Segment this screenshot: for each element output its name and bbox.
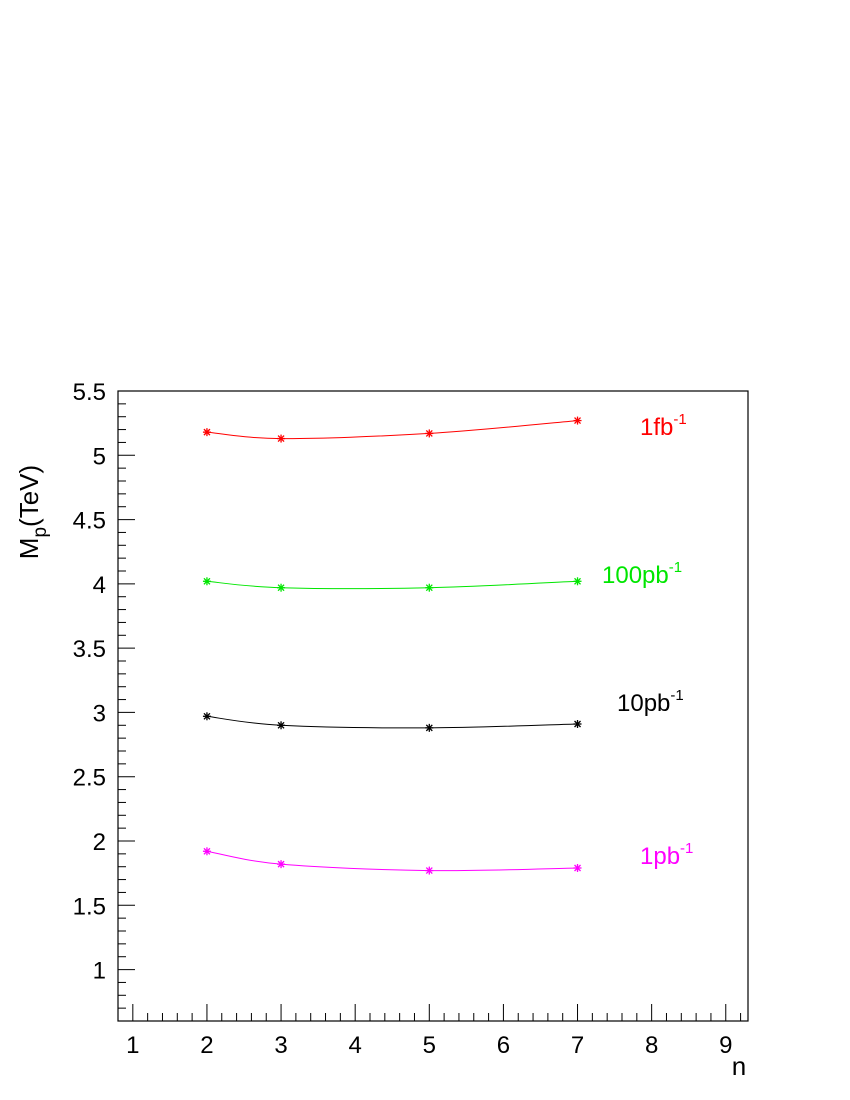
series-point bbox=[573, 577, 582, 586]
series-line bbox=[206, 715, 578, 729]
series-label-exponent: -1 bbox=[669, 559, 682, 576]
series-label-name: 1pb bbox=[640, 843, 680, 870]
series-label-exponent: -1 bbox=[673, 411, 686, 428]
series-point bbox=[202, 577, 211, 586]
point-stroke bbox=[203, 428, 211, 436]
point-stroke bbox=[425, 867, 433, 875]
x-tick-label: 5 bbox=[423, 1032, 436, 1059]
series-line bbox=[206, 420, 578, 440]
series-point bbox=[425, 583, 434, 592]
series-label: 1pb-1 bbox=[640, 840, 693, 870]
y-axis-title-subscript: p bbox=[30, 527, 51, 538]
y-axis-title-unit: (TeV) bbox=[14, 465, 44, 527]
y-tick-label: 5.5 bbox=[73, 379, 106, 406]
series-label-name: 100pb bbox=[602, 562, 669, 589]
series-label: 10pb-1 bbox=[617, 687, 684, 717]
series-label-name: 1fb bbox=[640, 414, 673, 441]
x-tick-label: 1 bbox=[126, 1032, 139, 1059]
y-tick-label: 4.5 bbox=[73, 508, 106, 535]
series-point bbox=[425, 723, 434, 732]
point-stroke bbox=[425, 429, 433, 437]
series-label-exponent: -1 bbox=[670, 687, 683, 704]
series-point bbox=[202, 847, 211, 856]
point-stroke bbox=[574, 720, 581, 728]
series-point bbox=[277, 721, 286, 730]
x-tick-label: 2 bbox=[200, 1032, 213, 1059]
series-point bbox=[202, 428, 211, 437]
series-line bbox=[206, 850, 578, 872]
point-stroke bbox=[425, 724, 433, 732]
y-tick-label: 1 bbox=[93, 958, 106, 985]
x-tick-label: 7 bbox=[571, 1032, 584, 1059]
series-point bbox=[573, 864, 582, 872]
point-stroke bbox=[574, 417, 581, 425]
point-stroke bbox=[574, 864, 581, 872]
x-tick-label: 4 bbox=[348, 1032, 361, 1059]
y-tick-label: 3.5 bbox=[73, 636, 106, 663]
y-tick-labels: 1 1.5 2 2.5 3 3.5 4 4.5 5 5.5 bbox=[73, 379, 106, 985]
series-group bbox=[202, 416, 582, 875]
series-point bbox=[277, 434, 286, 443]
x-tick-label: 8 bbox=[645, 1032, 658, 1059]
point-stroke bbox=[277, 721, 285, 729]
point-stroke bbox=[574, 577, 581, 585]
series-point bbox=[202, 712, 211, 721]
x-tick-label: 9 bbox=[719, 1032, 732, 1059]
series-label: 1fb-1 bbox=[640, 411, 687, 441]
point-stroke bbox=[277, 584, 285, 592]
point-stroke bbox=[277, 860, 285, 868]
x-tick-label: 3 bbox=[274, 1032, 287, 1059]
point-stroke bbox=[203, 712, 211, 720]
series-point bbox=[425, 866, 434, 875]
point-stroke bbox=[203, 847, 211, 855]
series-point bbox=[573, 720, 582, 728]
point-stroke bbox=[425, 584, 433, 592]
y-tick-label: 2 bbox=[93, 829, 106, 856]
series-point bbox=[277, 583, 286, 592]
y-tick-label: 2.5 bbox=[73, 765, 106, 792]
series-point bbox=[573, 416, 582, 425]
series-label-exponent: -1 bbox=[680, 840, 693, 857]
y-tick-label: 1.5 bbox=[73, 893, 106, 920]
x-tick-labels: 1 2 3 4 5 6 7 8 9 bbox=[126, 1032, 732, 1059]
series-point bbox=[277, 860, 286, 869]
series-point bbox=[425, 429, 434, 438]
plot-frame bbox=[117, 390, 749, 1022]
y-tick-label: 4 bbox=[93, 572, 106, 599]
y-axis-title: Mp(TeV) bbox=[14, 465, 51, 559]
series-line bbox=[206, 580, 578, 590]
y-tick-label: 5 bbox=[93, 443, 106, 470]
point-stroke bbox=[277, 435, 285, 443]
x-axis-title: n bbox=[732, 1051, 746, 1081]
y-tick-label: 3 bbox=[93, 700, 106, 727]
series-label: 100pb-1 bbox=[602, 559, 682, 589]
axis-ticks bbox=[117, 390, 742, 1022]
series-label-name: 10pb bbox=[617, 690, 670, 717]
x-tick-label: 6 bbox=[497, 1032, 510, 1059]
point-stroke bbox=[203, 577, 211, 585]
